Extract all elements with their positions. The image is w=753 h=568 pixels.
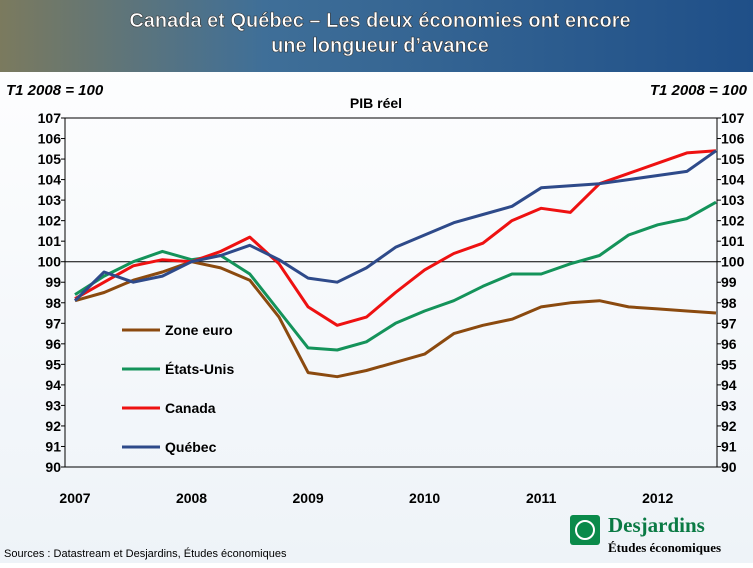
y2-tick-label: 93 xyxy=(721,397,737,413)
y2-tick-label: 101 xyxy=(721,233,745,249)
y2-axis-label: T1 2008 = 100 xyxy=(650,82,748,99)
chart: Canada et Québec – Les deux économies on… xyxy=(0,0,753,563)
y2-tick-label: 104 xyxy=(721,172,745,188)
y2-tick-label: 92 xyxy=(721,418,737,434)
y2-tick-label: 90 xyxy=(721,459,737,475)
title-line: Canada et Québec – Les deux économies on… xyxy=(129,10,630,32)
subtitle: PIB réel xyxy=(350,95,402,111)
y2-tick-label: 94 xyxy=(721,377,737,393)
y-tick-label: 92 xyxy=(45,418,61,434)
y-tick-label: 91 xyxy=(45,438,61,454)
x-tick-label: 2012 xyxy=(642,490,673,506)
y2-tick-label: 107 xyxy=(721,110,745,126)
y-tick-label: 93 xyxy=(45,397,61,413)
y-tick-label: 103 xyxy=(38,192,62,208)
y-tick-label: 97 xyxy=(45,315,61,331)
y2-tick-label: 98 xyxy=(721,295,737,311)
y-tick-label: 106 xyxy=(38,131,62,147)
y-tick-label: 96 xyxy=(45,336,61,352)
y-tick-label: 102 xyxy=(38,213,62,229)
source: Sources : Datastream et Desjardins, Étud… xyxy=(4,547,287,560)
x-tick-label: 2009 xyxy=(293,490,324,506)
y2-tick-label: 99 xyxy=(721,274,737,290)
y2-tick-label: 103 xyxy=(721,192,745,208)
logo-subtitle: Études économiques xyxy=(608,540,721,555)
y2-tick-label: 105 xyxy=(721,151,745,167)
background xyxy=(0,0,753,563)
y-tick-label: 95 xyxy=(45,356,61,372)
y2-tick-label: 97 xyxy=(721,315,737,331)
y2-tick-label: 96 xyxy=(721,336,737,352)
y-tick-label: 90 xyxy=(45,459,61,475)
y2-tick-label: 91 xyxy=(721,438,737,454)
legend-label: Canada xyxy=(165,400,216,416)
y-tick-label: 99 xyxy=(45,274,61,290)
y2-tick-label: 106 xyxy=(721,131,745,147)
y2-tick-label: 100 xyxy=(721,254,745,270)
y-tick-label: 107 xyxy=(38,110,62,126)
y-tick-label: 101 xyxy=(38,233,62,249)
legend-label: États-Unis xyxy=(165,361,234,377)
y-tick-label: 94 xyxy=(45,377,61,393)
logo-name: Desjardins xyxy=(608,513,705,537)
y-tick-label: 105 xyxy=(38,151,62,167)
x-tick-label: 2010 xyxy=(409,490,440,506)
logo-icon xyxy=(570,515,600,545)
title-line: une longueur d’avance xyxy=(271,35,489,57)
y-tick-label: 98 xyxy=(45,295,61,311)
x-tick-label: 2008 xyxy=(176,490,207,506)
legend-label: Québec xyxy=(165,439,217,455)
y-axis-label: T1 2008 = 100 xyxy=(6,82,104,99)
x-tick-label: 2011 xyxy=(526,490,557,506)
legend-label: Zone euro xyxy=(165,322,233,338)
y-tick-label: 100 xyxy=(38,254,62,270)
y-tick-label: 104 xyxy=(38,172,62,188)
x-tick-label: 2007 xyxy=(59,490,90,506)
y2-tick-label: 95 xyxy=(721,356,737,372)
y2-tick-label: 102 xyxy=(721,213,745,229)
